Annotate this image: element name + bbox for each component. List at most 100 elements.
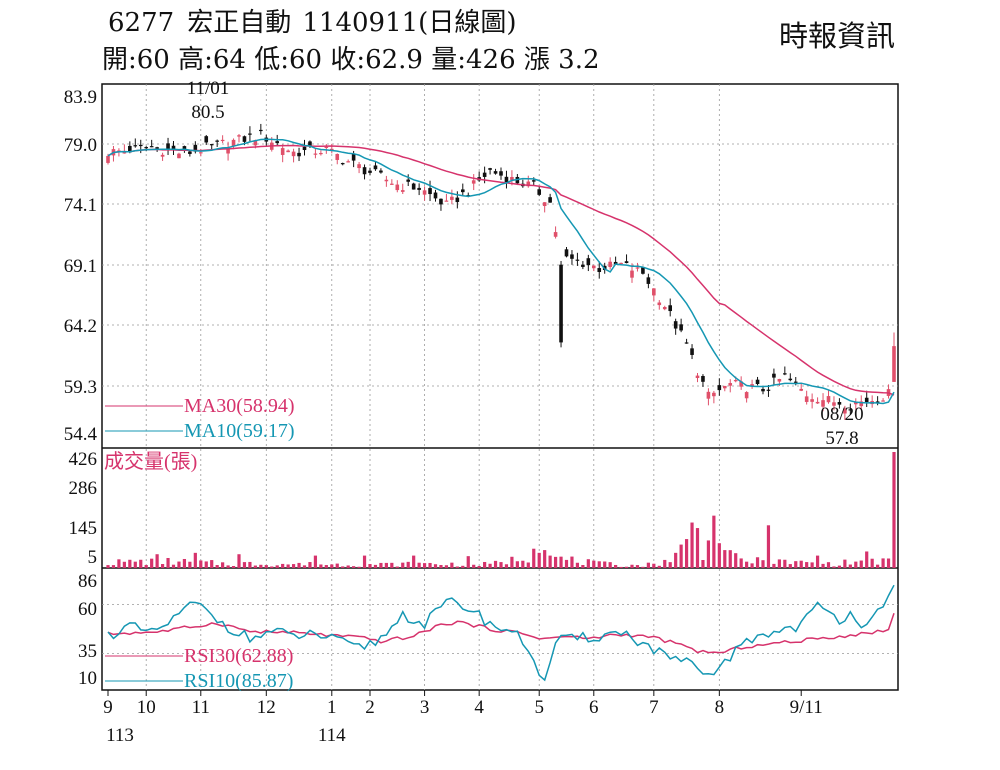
volume-bar (324, 565, 328, 568)
candle-body (553, 232, 558, 237)
volume-bar (663, 559, 667, 568)
rsi-legend-label: RSI10(85.87) (184, 670, 293, 692)
volume-bar (717, 543, 721, 568)
candle-body (673, 321, 678, 329)
volume-bar (357, 566, 361, 568)
volume-bar (248, 561, 252, 568)
volume-bar (641, 566, 645, 568)
volume-bar (439, 565, 443, 568)
candle-body (482, 172, 487, 177)
volume-bar (166, 557, 170, 568)
candle-body (630, 270, 634, 278)
volume-bar (870, 558, 874, 568)
volume-bar (788, 564, 792, 568)
candle-body (564, 249, 569, 257)
candle-body (128, 145, 132, 153)
candle-body (619, 262, 623, 265)
candle-body (182, 146, 187, 150)
candle-body (297, 152, 301, 157)
candle-body (193, 144, 198, 152)
volume-bar (701, 560, 705, 568)
candle-body (783, 373, 787, 375)
volume-bar (106, 565, 110, 568)
volume-bar (133, 561, 137, 568)
volume-bar (843, 559, 847, 568)
candle-body (531, 180, 536, 182)
candle-body (351, 153, 356, 161)
volume-bar (221, 562, 225, 568)
volume-tick-label: 145 (69, 518, 98, 539)
candle-body (804, 396, 809, 402)
volume-bar (614, 564, 618, 568)
month-tick-label: 4 (474, 697, 484, 718)
candle-body (750, 384, 754, 387)
volume-bar (488, 563, 492, 568)
volume-bar (199, 560, 203, 568)
candle-body (395, 184, 400, 191)
volume-bar (526, 562, 530, 568)
volume-bar (854, 561, 858, 568)
volume-bar (772, 563, 776, 568)
volume-bar (684, 539, 689, 568)
volume-bar (766, 525, 771, 568)
volume-bar (182, 558, 187, 568)
chart-frame (101, 83, 899, 691)
candle-body (231, 139, 236, 147)
candle-body (417, 187, 421, 190)
volume-bar (657, 565, 661, 568)
candle-body (138, 144, 143, 147)
candle-body (652, 288, 656, 296)
candle-body (450, 196, 454, 200)
volume-bar (805, 562, 809, 568)
volume-bar (275, 565, 279, 568)
candle-body (668, 305, 673, 312)
candle-body (559, 264, 563, 343)
volume-bar (253, 565, 257, 568)
candle-body (346, 161, 350, 163)
candle-body (597, 268, 602, 273)
rsi-tick-label: 35 (78, 641, 97, 662)
volume-bar (570, 556, 574, 568)
candle-body (188, 151, 192, 154)
candle-body (810, 399, 814, 402)
volume-bar (270, 566, 274, 568)
candle-body (657, 302, 662, 306)
stock-code: 6277 (108, 8, 175, 38)
volume-bar (455, 566, 459, 568)
candle-body (439, 198, 443, 205)
candle-body (788, 378, 793, 381)
candle-body (215, 140, 219, 142)
volume-bar (652, 563, 656, 568)
candle-body (624, 261, 629, 264)
candle-body (510, 176, 514, 180)
candle-body (832, 402, 836, 406)
candle-body (422, 190, 427, 195)
candle-body (198, 152, 203, 154)
candle-body (646, 277, 651, 284)
candle-body (319, 152, 323, 155)
volume-bar (886, 558, 891, 568)
candle-body (608, 261, 612, 268)
volume-bar (308, 562, 312, 568)
candle-body (586, 258, 591, 266)
candle-body (340, 163, 345, 165)
volume-bar (592, 560, 596, 568)
volume-bar (597, 561, 601, 568)
month-tick-label: 3 (420, 697, 430, 718)
month-tick-label: 11 (192, 697, 210, 718)
volume-bar (117, 559, 121, 568)
volume-bar (444, 565, 449, 568)
candle-body (739, 381, 743, 387)
volume-bar (575, 562, 580, 568)
volume-bar (728, 550, 732, 568)
volume-bar (313, 555, 318, 568)
candle-body (209, 144, 214, 146)
candle-body (864, 397, 869, 402)
candle-body (772, 373, 776, 378)
candle-body (848, 409, 853, 411)
month-tick-label: 1 (327, 697, 337, 718)
extreme-date-label: 11/01 (187, 78, 230, 99)
stock-name: 宏正自動 (187, 8, 292, 38)
volume-bar (302, 565, 307, 568)
candle-body (526, 181, 531, 187)
